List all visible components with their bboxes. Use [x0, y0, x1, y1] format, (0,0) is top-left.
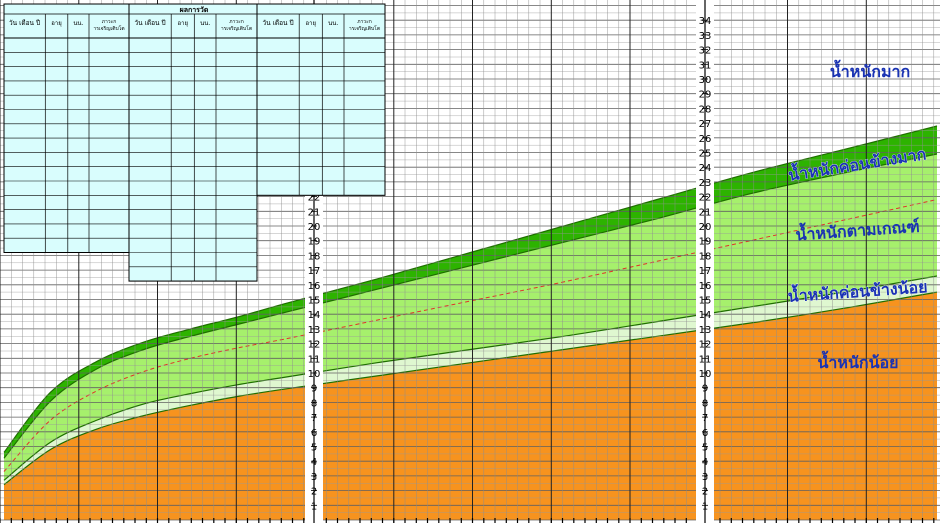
table-header-age: อายุ	[178, 20, 189, 27]
table-header-weight: นน.	[73, 20, 83, 27]
label-heavy: น้ำหนักมาก	[830, 59, 910, 81]
y-tick-label: 30	[699, 75, 712, 86]
y-tick-label: 2	[311, 487, 317, 498]
label-light: น้ำหนักน้อย	[817, 350, 898, 372]
table-header-growth-2: ารเจริญเติบโต	[221, 25, 252, 32]
y-tick-label: 16	[308, 281, 321, 292]
table-header-weight: นน.	[328, 20, 338, 27]
table-header-growth-2: ารเจริญเติบโต	[93, 25, 124, 32]
y-tick-label: 4	[311, 457, 317, 468]
y-tick-label: 12	[308, 340, 321, 351]
table-title: ผลการวัด	[180, 6, 209, 14]
y-tick-label: 12	[699, 340, 712, 351]
y-tick-label: 8	[702, 398, 708, 409]
y-tick-label: 19	[308, 237, 321, 248]
y-tick-label: 1	[311, 501, 317, 512]
y-tick-label: 1	[702, 501, 708, 512]
table-header-age: อายุ	[51, 20, 62, 27]
table-group-1	[4, 4, 129, 253]
table-header-age: อายุ	[306, 20, 317, 27]
table-header-growth: ภาวะก	[229, 19, 244, 25]
y-tick-label: 21	[699, 207, 712, 218]
y-tick-label: 34	[699, 16, 712, 27]
y-tick-label: 7	[311, 413, 317, 424]
y-tick-label: 29	[699, 90, 712, 101]
y-tick-label: 31	[699, 60, 712, 71]
y-tick-label: 10	[699, 369, 712, 380]
y-tick-label: 6	[702, 428, 708, 439]
y-tick-label: 11	[699, 354, 712, 365]
y-tick-label: 20	[699, 222, 712, 233]
y-tick-label: 27	[699, 119, 712, 130]
y-tick-label: 23	[699, 178, 712, 189]
y-tick-label: 5	[702, 443, 708, 454]
y-tick-label: 2	[702, 487, 708, 498]
table-header-date: วัน เดือน ปี	[135, 19, 166, 27]
y-tick-label: 4	[702, 457, 708, 468]
y-tick-label: 16	[699, 281, 712, 292]
y-tick-label: 11	[308, 354, 321, 365]
y-tick-label: 7	[702, 413, 708, 424]
y-tick-label: 5	[311, 443, 317, 454]
y-tick-label: 32	[699, 46, 712, 57]
y-tick-label: 22	[699, 193, 712, 204]
y-axis-right: 1234567891011121314151617181920212223242…	[696, 0, 714, 523]
y-tick-label: 9	[702, 384, 708, 395]
measurement-table: ผลการวัดวัน เดือน ปี อายุ นน. ภาวะการเจริญเ…	[4, 4, 385, 281]
y-tick-label: 28	[699, 104, 712, 115]
y-tick-label: 33	[699, 31, 712, 42]
y-tick-label: 18	[308, 251, 321, 262]
y-tick-label: 3	[702, 472, 708, 483]
y-tick-label: 15	[699, 296, 712, 307]
y-tick-label: 3	[311, 472, 317, 483]
y-tick-label: 17	[699, 266, 712, 277]
table-group-2	[129, 4, 257, 281]
y-tick-label: 6	[311, 428, 317, 439]
y-tick-label: 25	[699, 149, 712, 160]
y-tick-label: 14	[308, 310, 321, 321]
y-tick-label: 21	[308, 207, 321, 218]
y-tick-label: 24	[699, 163, 712, 174]
y-tick-label: 17	[308, 266, 321, 277]
table-header-growth-2: ารเจริญเติบโต	[349, 25, 380, 32]
table-header-growth: ภาวะก	[102, 19, 117, 25]
y-tick-label: 14	[699, 310, 712, 321]
table-header-weight: นน.	[200, 20, 210, 27]
y-tick-label: 26	[699, 134, 712, 145]
table-header-date: วัน เดือน ปี	[9, 19, 40, 27]
y-tick-label: 10	[308, 369, 321, 380]
y-tick-label: 13	[308, 325, 321, 336]
y-tick-label: 20	[308, 222, 321, 233]
y-tick-label: 18	[699, 251, 712, 262]
table-header-date: วัน เดือน ปี	[263, 19, 294, 27]
table-header-growth: ภาวะก	[357, 19, 372, 25]
y-tick-label: 19	[699, 237, 712, 248]
y-tick-label: 9	[311, 384, 317, 395]
y-tick-label: 15	[308, 296, 321, 307]
y-tick-label: 13	[699, 325, 712, 336]
y-tick-label: 8	[311, 398, 317, 409]
